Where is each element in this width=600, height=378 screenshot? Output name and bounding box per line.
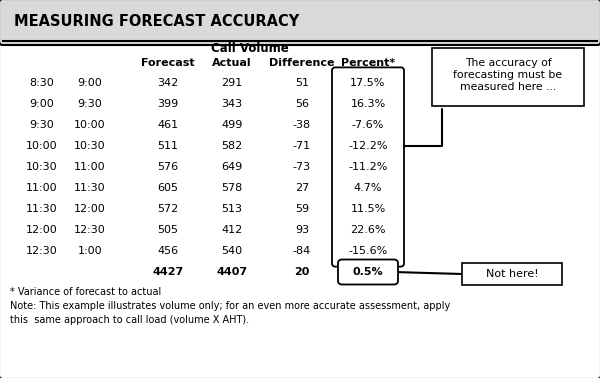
Text: 10:30: 10:30	[74, 141, 106, 151]
Text: 291: 291	[221, 78, 242, 88]
FancyBboxPatch shape	[462, 263, 562, 285]
Text: 11:00: 11:00	[74, 162, 106, 172]
Text: 11.5%: 11.5%	[350, 204, 386, 214]
Text: 51: 51	[295, 78, 309, 88]
FancyBboxPatch shape	[4, 22, 596, 41]
Text: 27: 27	[295, 183, 309, 193]
Text: Not here!: Not here!	[485, 269, 538, 279]
Text: Difference: Difference	[269, 58, 335, 68]
Text: 505: 505	[157, 225, 179, 235]
Text: 17.5%: 17.5%	[350, 78, 386, 88]
Text: 572: 572	[157, 204, 179, 214]
Text: 461: 461	[157, 120, 179, 130]
Text: 540: 540	[221, 246, 242, 256]
Text: 9:30: 9:30	[77, 99, 103, 109]
Text: 9:00: 9:00	[29, 99, 55, 109]
FancyBboxPatch shape	[338, 260, 398, 285]
Text: 456: 456	[157, 246, 179, 256]
Text: 12:00: 12:00	[26, 225, 58, 235]
Text: 22.6%: 22.6%	[350, 225, 386, 235]
Text: MEASURING FORECAST ACCURACY: MEASURING FORECAST ACCURACY	[14, 14, 299, 29]
FancyBboxPatch shape	[0, 0, 600, 45]
Text: 11:00: 11:00	[26, 183, 58, 193]
Text: this  same approach to call load (volume X AHT).: this same approach to call load (volume …	[10, 315, 249, 325]
Text: 4427: 4427	[152, 267, 184, 277]
Text: 93: 93	[295, 225, 309, 235]
Text: 4407: 4407	[217, 267, 248, 277]
Text: 10:00: 10:00	[74, 120, 106, 130]
Text: Actual: Actual	[212, 58, 252, 68]
Text: The accuracy of
forecasting must be
measured here ...: The accuracy of forecasting must be meas…	[454, 58, 563, 91]
Text: -73: -73	[293, 162, 311, 172]
Text: 11:30: 11:30	[74, 183, 106, 193]
Text: 20: 20	[295, 267, 310, 277]
Text: Percent*: Percent*	[341, 58, 395, 68]
Text: 511: 511	[157, 141, 179, 151]
Text: -38: -38	[293, 120, 311, 130]
Text: 399: 399	[157, 99, 179, 109]
Text: 8:30: 8:30	[29, 78, 55, 88]
Text: Note: This example illustrates volume only; for an even more accurate assessment: Note: This example illustrates volume on…	[10, 301, 450, 311]
Text: 12:30: 12:30	[26, 246, 58, 256]
Text: 649: 649	[221, 162, 242, 172]
Text: -12.2%: -12.2%	[348, 141, 388, 151]
Text: 578: 578	[221, 183, 242, 193]
Text: 10:00: 10:00	[26, 141, 58, 151]
Text: 16.3%: 16.3%	[350, 99, 386, 109]
Text: 56: 56	[295, 99, 309, 109]
Text: 11:30: 11:30	[26, 204, 58, 214]
Text: -11.2%: -11.2%	[349, 162, 388, 172]
Text: -71: -71	[293, 141, 311, 151]
Text: 12:30: 12:30	[74, 225, 106, 235]
Text: 513: 513	[221, 204, 242, 214]
Text: 4.7%: 4.7%	[354, 183, 382, 193]
FancyBboxPatch shape	[432, 48, 584, 106]
Text: 9:30: 9:30	[29, 120, 55, 130]
Text: 499: 499	[221, 120, 242, 130]
Text: * Variance of forecast to actual: * Variance of forecast to actual	[10, 287, 161, 297]
Text: -7.6%: -7.6%	[352, 120, 384, 130]
Text: 343: 343	[221, 99, 242, 109]
Text: 9:00: 9:00	[77, 78, 103, 88]
Text: -84: -84	[293, 246, 311, 256]
Text: 1:00: 1:00	[77, 246, 103, 256]
Text: 59: 59	[295, 204, 309, 214]
FancyBboxPatch shape	[332, 67, 404, 266]
Text: 342: 342	[157, 78, 179, 88]
Text: Forecast: Forecast	[141, 58, 195, 68]
Text: 10:30: 10:30	[26, 162, 58, 172]
Text: Call Volume: Call Volume	[211, 42, 289, 54]
Text: 576: 576	[157, 162, 179, 172]
Text: 12:00: 12:00	[74, 204, 106, 214]
Text: 412: 412	[221, 225, 242, 235]
Text: 582: 582	[221, 141, 242, 151]
Text: 0.5%: 0.5%	[353, 267, 383, 277]
Text: -15.6%: -15.6%	[349, 246, 388, 256]
Text: 605: 605	[157, 183, 179, 193]
